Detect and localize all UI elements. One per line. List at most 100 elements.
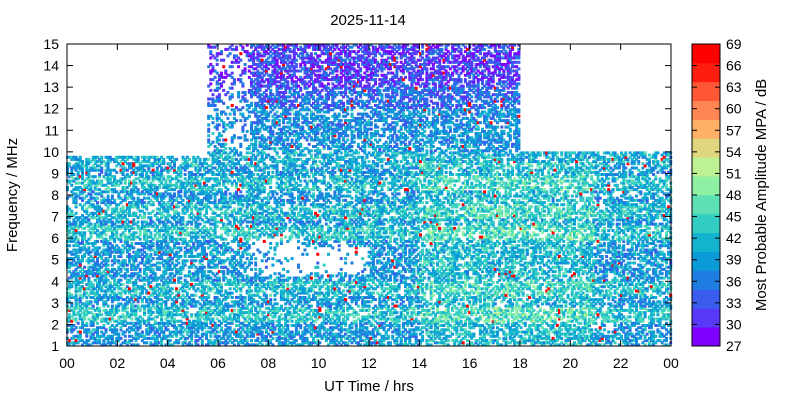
heatmap-cell bbox=[81, 319, 84, 323]
heatmap-cell bbox=[200, 280, 204, 284]
heatmap-cell bbox=[211, 140, 215, 144]
heatmap-cell bbox=[74, 168, 78, 172]
heatmap-cell bbox=[98, 164, 102, 168]
heatmap-cell bbox=[232, 134, 236, 138]
heatmap-cell bbox=[209, 244, 213, 248]
heatmap-cell bbox=[187, 173, 191, 176]
heatmap-cell bbox=[89, 233, 93, 237]
heatmap-cell bbox=[192, 324, 196, 327]
heatmap-cell bbox=[179, 326, 183, 330]
heatmap-cell bbox=[179, 194, 183, 198]
heatmap-cell bbox=[232, 231, 236, 235]
heatmap-cell bbox=[183, 263, 187, 267]
heatmap-cell bbox=[140, 300, 144, 304]
heatmap-cell bbox=[181, 308, 185, 312]
heatmap-cell bbox=[128, 313, 131, 317]
heatmap-cell bbox=[258, 326, 262, 330]
heatmap-cell bbox=[245, 108, 249, 112]
heatmap-cell bbox=[232, 280, 236, 284]
heatmap-cell bbox=[230, 75, 234, 79]
heatmap-cell bbox=[170, 259, 174, 263]
heatmap-cell bbox=[76, 287, 80, 291]
heatmap-cell bbox=[125, 302, 129, 306]
heatmap-cell bbox=[213, 183, 217, 187]
heatmap-cell bbox=[121, 188, 125, 192]
heatmap-cell bbox=[202, 324, 206, 327]
heatmap-cell bbox=[91, 211, 95, 215]
heatmap-cell bbox=[123, 276, 127, 280]
heatmap-cell bbox=[187, 239, 191, 243]
heatmap-cell bbox=[119, 235, 123, 239]
heatmap-cell bbox=[96, 224, 99, 228]
heatmap-cell bbox=[149, 231, 153, 235]
heatmap-cell bbox=[155, 173, 159, 176]
heatmap-cell bbox=[113, 207, 117, 211]
heatmap-cell bbox=[117, 183, 121, 187]
heatmap-cell bbox=[209, 321, 213, 325]
heatmap-cell bbox=[164, 304, 168, 308]
heatmap-cell bbox=[192, 246, 196, 250]
heatmap-cell bbox=[228, 86, 232, 90]
heatmap-cell bbox=[115, 339, 119, 343]
heatmap-cell bbox=[100, 179, 104, 183]
heatmap-cell bbox=[115, 183, 119, 187]
heatmap-cell bbox=[162, 263, 166, 267]
heatmap-cell bbox=[247, 280, 251, 284]
heatmap-cell bbox=[207, 259, 211, 263]
heatmap-cell bbox=[76, 173, 80, 176]
heatmap-cell bbox=[183, 194, 187, 198]
heatmap-cell bbox=[100, 278, 104, 282]
heatmap-cell bbox=[243, 298, 247, 302]
heatmap-cell bbox=[115, 207, 119, 211]
heatmap-cell bbox=[220, 308, 223, 312]
heatmap-cell bbox=[200, 313, 204, 317]
heatmap-cell bbox=[74, 302, 78, 306]
heatmap-cell bbox=[113, 267, 117, 271]
heatmap-cell bbox=[185, 280, 189, 284]
heatmap-cell bbox=[252, 108, 256, 112]
heatmap-cell bbox=[262, 285, 266, 289]
heatmap-cell bbox=[100, 192, 104, 196]
heatmap-cell bbox=[262, 252, 266, 256]
heatmap-cell bbox=[256, 326, 260, 330]
heatmap-cell bbox=[170, 216, 174, 220]
heatmap-cell bbox=[179, 233, 183, 237]
heatmap-cell bbox=[74, 237, 78, 241]
heatmap-cell bbox=[100, 216, 104, 220]
heatmap-cell bbox=[125, 244, 129, 248]
heatmap-cell bbox=[254, 155, 258, 159]
heatmap-cell bbox=[185, 226, 189, 230]
heatmap-cell bbox=[241, 106, 245, 110]
heatmap-cell bbox=[78, 293, 82, 297]
heatmap-cell bbox=[226, 317, 230, 321]
heatmap-cell bbox=[239, 145, 243, 148]
heatmap-cell bbox=[106, 168, 110, 172]
heatmap-cell bbox=[155, 211, 159, 215]
heatmap-cell bbox=[207, 285, 211, 289]
heatmap-cell bbox=[96, 308, 99, 312]
heatmap-cell bbox=[256, 339, 260, 343]
heatmap-cell bbox=[70, 235, 74, 239]
heatmap-cell bbox=[143, 168, 146, 172]
heatmap-cell bbox=[243, 91, 247, 94]
heatmap-cell bbox=[125, 321, 129, 325]
heatmap-cell bbox=[70, 336, 74, 340]
heatmap-cell bbox=[89, 306, 93, 310]
heatmap-cell bbox=[134, 265, 138, 269]
heatmap-cell bbox=[220, 233, 223, 237]
heatmap-cell bbox=[108, 179, 112, 183]
heatmap-cell bbox=[207, 302, 211, 306]
heatmap-cell bbox=[89, 332, 93, 336]
heatmap-cell bbox=[202, 274, 206, 278]
heatmap-cell bbox=[121, 308, 125, 312]
heatmap-cell bbox=[153, 319, 157, 323]
heatmap-cell bbox=[196, 313, 200, 317]
heatmap-cell bbox=[252, 222, 256, 226]
heatmap-cell bbox=[175, 259, 179, 263]
heatmap-cell bbox=[247, 343, 251, 347]
heatmap-cell bbox=[145, 257, 149, 261]
heatmap-cell bbox=[138, 250, 142, 254]
heatmap-cell bbox=[196, 334, 200, 338]
heatmap-cell bbox=[149, 203, 153, 207]
heatmap-cell bbox=[224, 71, 228, 75]
